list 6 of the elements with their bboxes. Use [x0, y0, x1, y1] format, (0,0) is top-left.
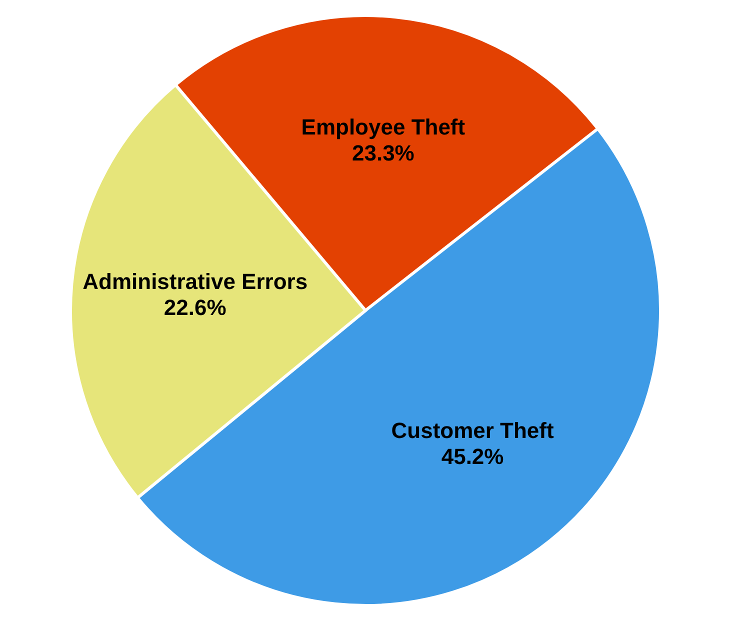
data-label: 22.6% [164, 294, 226, 320]
data-label: 23.3% [352, 140, 414, 166]
slice-label: Administrative Errors [82, 268, 308, 294]
data-label: 45.2% [441, 444, 504, 469]
slice-label: Employee Theft [301, 114, 466, 140]
slice-label: Customer Theft [391, 418, 554, 443]
